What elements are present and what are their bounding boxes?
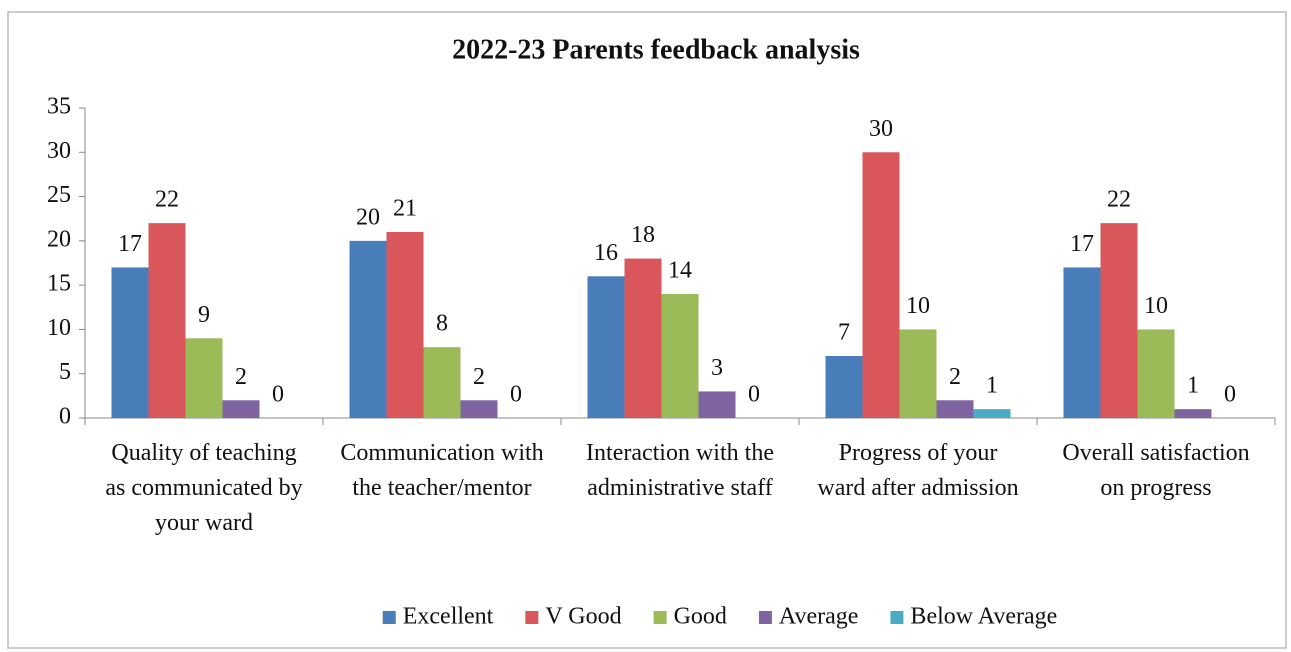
x-tick-line: on progress [1100, 475, 1211, 501]
data-label: 21 [393, 196, 417, 222]
data-label: 2 [235, 364, 247, 390]
bar [349, 240, 387, 418]
bar [386, 232, 424, 418]
legend-swatch [758, 611, 772, 624]
bar [899, 329, 937, 418]
bar [111, 267, 149, 418]
bar [587, 276, 625, 418]
y-tick-label: 0 [59, 404, 71, 430]
data-label: 22 [1107, 187, 1131, 213]
x-tick-line: Interaction with the [586, 440, 774, 466]
x-tick-line: as communicated by [105, 475, 302, 501]
bar [936, 400, 974, 418]
data-label: 22 [155, 187, 179, 213]
legend-swatch [525, 611, 539, 624]
legend-label: V Good [545, 604, 621, 630]
data-label: 3 [711, 355, 723, 381]
bar [185, 338, 223, 418]
bar [222, 400, 260, 418]
bar [1174, 409, 1212, 418]
bar [862, 152, 900, 419]
bar [624, 258, 662, 418]
data-label: 10 [1144, 293, 1168, 319]
bar [973, 409, 1011, 418]
x-tick-label: Progress of your ward after admission [817, 440, 1018, 501]
legend-swatch [653, 611, 667, 624]
data-label: 1 [1187, 373, 1199, 399]
data-label: 14 [668, 258, 692, 284]
data-label: 0 [272, 382, 284, 408]
bar [661, 294, 699, 418]
data-label: 1 [986, 373, 998, 399]
bar [1100, 223, 1138, 418]
y-tick-label: 30 [47, 138, 71, 164]
bar [698, 391, 736, 418]
x-tick-label: Quality of teaching as communicated by you… [105, 440, 302, 536]
data-label: 2 [949, 364, 961, 390]
data-label: 10 [906, 293, 930, 319]
x-tick-label: Overall satisfaction on progress [1062, 440, 1249, 501]
bar [460, 400, 498, 418]
y-tick-label: 35 [47, 94, 71, 120]
x-tick-line: Communication with [340, 440, 543, 466]
x-tick-line: Overall satisfaction [1062, 440, 1249, 466]
data-label: 0 [1224, 382, 1236, 408]
data-label: 7 [838, 320, 850, 346]
data-label: 2 [473, 364, 485, 390]
data-label: 0 [510, 382, 522, 408]
data-label: 30 [869, 116, 893, 142]
legend: Excellent V Good Good Average Below Average [382, 604, 1057, 630]
y-tick-label: 10 [47, 315, 71, 341]
data-label: 17 [118, 231, 142, 257]
data-label: 16 [594, 240, 618, 266]
x-tick-line: Quality of teaching [111, 440, 296, 466]
bar [148, 223, 186, 418]
legend-label: Average [779, 604, 859, 630]
data-label: 17 [1070, 231, 1094, 257]
bar [825, 356, 863, 418]
legend-label: Below Average [910, 604, 1057, 630]
data-label: 18 [631, 222, 655, 248]
data-label: 0 [748, 382, 760, 408]
x-tick-line: the teacher/mentor [352, 475, 531, 501]
bar [1137, 329, 1175, 418]
bar [423, 347, 461, 418]
y-tick-label: 20 [47, 226, 71, 252]
x-tick-label: Communication with the teacher/mentor [340, 440, 543, 501]
data-label: 20 [356, 204, 380, 230]
y-tick-label: 25 [47, 182, 71, 208]
x-tick-line: administrative staff [587, 475, 773, 501]
bar [1063, 267, 1101, 418]
data-label: 8 [436, 311, 448, 337]
x-tick-line: your ward [155, 510, 253, 536]
x-tick-line: ward after admission [817, 475, 1018, 501]
x-tick-line: Progress of your [839, 440, 998, 466]
legend-label: Good [674, 604, 727, 630]
x-tick-label: Interaction with the administrative staff [586, 440, 774, 501]
y-tick-label: 15 [47, 271, 71, 297]
legend-swatch [890, 611, 904, 624]
chart-title: 2022-23 Parents feedback analysis [452, 34, 860, 65]
legend-label: Excellent [403, 604, 494, 630]
y-tick-label: 5 [59, 359, 71, 385]
legend-swatch [382, 611, 396, 624]
data-label: 9 [198, 302, 210, 328]
